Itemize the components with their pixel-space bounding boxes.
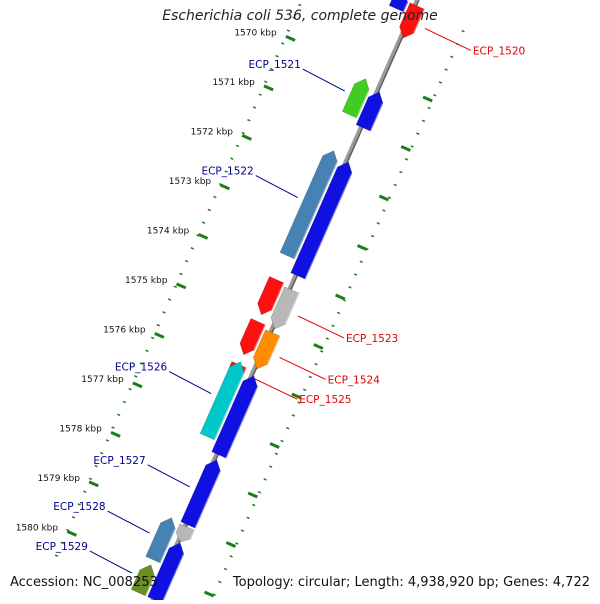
gene-callout-line: [107, 510, 150, 534]
gene-ecp-1524: [253, 329, 281, 370]
kbp-tick-label: 1578 kbp: [59, 424, 102, 434]
gene-label: ECP_1521: [249, 59, 301, 71]
gene-bevel: [189, 529, 196, 540]
gene-arrow: [290, 161, 353, 280]
kbp-tick: [247, 491, 258, 499]
gene-ecp-1522: [279, 150, 338, 260]
ruler-dots-left: [54, 0, 304, 557]
gene-bevel: [271, 282, 286, 311]
gene-bevel: [369, 103, 384, 132]
gene-ecp-1521: [341, 78, 370, 119]
kbp-tick: [422, 95, 433, 103]
kbp-tick-label: 1579 kbp: [38, 474, 81, 484]
gene-bevel: [284, 292, 301, 325]
kbp-tick-label: 1573 kbp: [169, 177, 212, 187]
kbp-tick: [154, 331, 165, 339]
kbp-tick: [88, 480, 99, 488]
kbp-tick: [291, 392, 302, 400]
gene-bevel: [356, 89, 371, 119]
gene-label: ECP_1525: [299, 394, 351, 406]
gene-ecp-1526: [199, 361, 245, 441]
kbp-tick: [203, 590, 215, 598]
gene-arrow: [211, 375, 258, 459]
kbp-tick: [313, 343, 324, 350]
kbp-tick: [175, 282, 187, 290]
gene-arrow: [147, 542, 185, 604]
gene-arrow: [388, 0, 409, 13]
gene-callout-line: [251, 376, 298, 400]
kbp-tick-label: 1580 kbp: [16, 523, 59, 533]
gene-label: ECP_1526: [115, 362, 168, 374]
gene-label: ECP_1529: [36, 541, 88, 553]
gene-label: ECP_1524: [328, 374, 381, 386]
gene-bevel: [293, 161, 339, 260]
gene-bevel: [267, 335, 282, 365]
kbp-tick: [263, 84, 274, 92]
kbp-tick-label: 1570 kbp: [234, 28, 277, 38]
kbp-tick: [132, 381, 143, 389]
kbp-tick: [66, 529, 78, 537]
gene-callout-line: [255, 175, 298, 199]
kbp-tick-label: 1576 kbp: [103, 325, 146, 335]
genome-summary: Topology: circular; Length: 4,938,920 bp…: [232, 575, 590, 590]
gene-callout-line: [297, 315, 345, 339]
gene-ecp-1523: [270, 286, 300, 330]
gene-callout-line: [279, 357, 326, 380]
gene-ecp-1528: [145, 517, 176, 564]
kbp-tick: [378, 194, 390, 202]
gene-bevel: [194, 471, 222, 529]
kbp-tick: [225, 541, 237, 548]
gene-bevel: [161, 554, 185, 604]
kbp-tick: [269, 442, 280, 449]
kbp-tick-label: 1577 kbp: [81, 375, 124, 385]
gene-arrow: [257, 276, 285, 316]
gene-label: ECP_1520: [473, 45, 525, 57]
gene-ecp-1527: [180, 459, 221, 529]
kbp-tick: [241, 133, 252, 141]
kbp-tick: [219, 183, 231, 191]
gene-label: ECP_1522: [201, 166, 253, 178]
gene-arrow: [355, 91, 384, 132]
gene-bevel: [213, 372, 246, 441]
gene-bevel: [413, 8, 426, 34]
ruler-dots-right: [208, 20, 469, 604]
gene-arrow: [175, 523, 195, 543]
gene-label: ECP_1523: [346, 333, 398, 345]
kbp-tick: [285, 34, 296, 42]
kbp-tick-label: 1575 kbp: [125, 276, 168, 286]
kbp-tick-label: 1571 kbp: [212, 78, 255, 88]
gene-arrow: [239, 318, 266, 356]
kbp-tick: [110, 430, 121, 438]
gene-callout-line: [168, 371, 212, 395]
kbp-tick: [197, 232, 209, 240]
gene-bevel: [159, 528, 177, 564]
accession-label: Accession: NC_008253: [10, 575, 158, 590]
gene-callout-line: [302, 68, 346, 92]
gene-callout-line: [89, 550, 133, 574]
kbp-tick: [400, 145, 411, 152]
gene-bevel: [144, 575, 156, 597]
gene-bevel: [402, 2, 409, 13]
kbp-tick-label: 1572 kbp: [191, 127, 234, 137]
gene-ecp-1520: [399, 2, 426, 39]
kbp-tick: [356, 244, 368, 251]
gene-callout-line: [424, 28, 472, 51]
gene-bevel: [225, 387, 259, 459]
gene-label: ECP_1528: [53, 501, 105, 513]
gene-callout-line: [147, 464, 190, 488]
gene-label: ECP_1527: [93, 455, 145, 467]
genome-title: Escherichia coli 536, complete genome: [162, 8, 438, 24]
gene-bevel: [304, 173, 354, 280]
gene-ecp-1529: [130, 564, 155, 597]
gene-bevel: [253, 324, 267, 351]
kbp-tick: [335, 293, 346, 301]
kbp-tick-label: 1574 kbp: [147, 226, 190, 236]
